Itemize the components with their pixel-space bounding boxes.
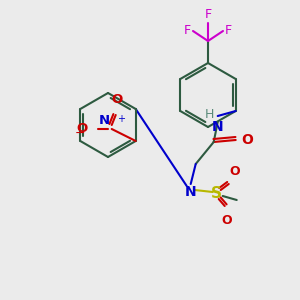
Text: H: H bbox=[204, 107, 214, 121]
Text: O: O bbox=[76, 122, 88, 134]
Text: N: N bbox=[99, 114, 110, 127]
Text: F: F bbox=[204, 8, 211, 21]
Text: −: − bbox=[74, 127, 85, 140]
Text: O: O bbox=[111, 93, 122, 106]
Text: +: + bbox=[117, 114, 125, 124]
Text: O: O bbox=[221, 214, 232, 227]
Text: O: O bbox=[242, 133, 254, 147]
Text: S: S bbox=[211, 187, 222, 202]
Text: F: F bbox=[184, 25, 191, 38]
Text: F: F bbox=[225, 25, 232, 38]
Text: O: O bbox=[230, 165, 240, 178]
Text: N: N bbox=[185, 185, 197, 199]
Text: N: N bbox=[212, 120, 224, 134]
